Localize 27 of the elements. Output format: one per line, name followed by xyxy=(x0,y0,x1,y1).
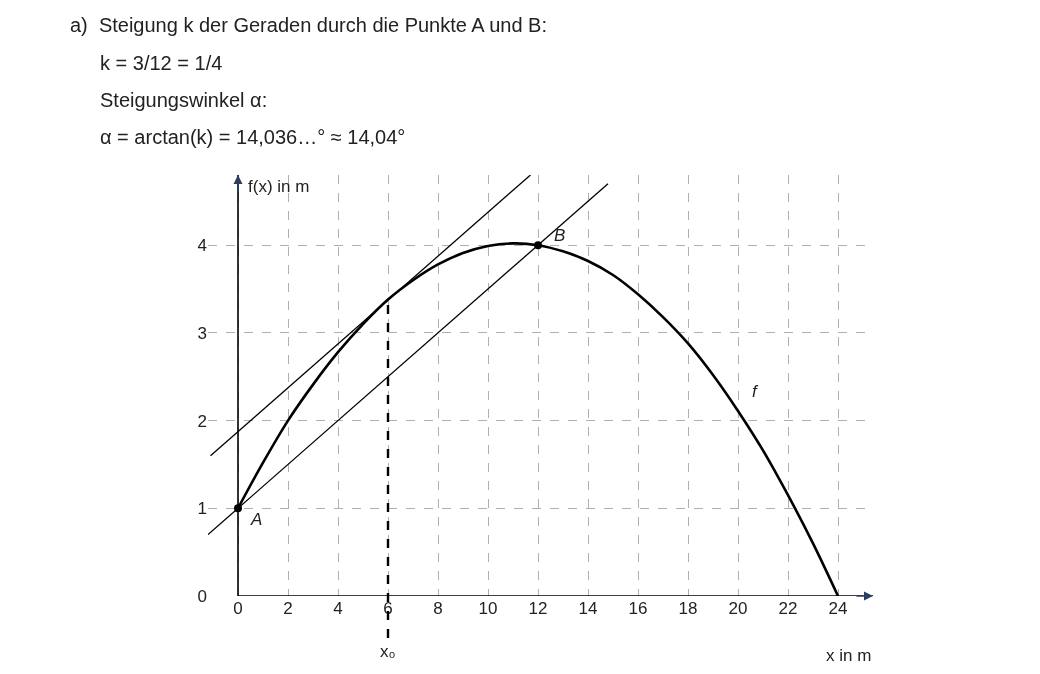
x-tick-label: 20 xyxy=(728,599,748,618)
x-tick-label: 12 xyxy=(528,599,548,618)
annotation: A xyxy=(250,510,263,529)
x-tick-label: 6 xyxy=(383,599,393,618)
text: Steigungswinkel α: xyxy=(100,89,268,111)
text: a) Steigung k der Geraden durch die Punkte A und B: xyxy=(70,14,547,36)
y-axis-title: f(x) in m xyxy=(248,177,310,196)
x-tick-label: 14 xyxy=(578,599,598,618)
y-tick-label: 1 xyxy=(197,499,207,519)
annotation: B xyxy=(554,226,566,245)
x-tick-label: 22 xyxy=(778,599,798,618)
series-label: f xyxy=(752,382,759,401)
y-tick-label: 4 xyxy=(197,236,207,256)
x-tick-label: 8 xyxy=(433,599,443,618)
y-tick-label: 2 xyxy=(197,411,207,431)
text: α = arctan(k) = 14,036…° ≈ 14,04° xyxy=(100,126,406,148)
x-axis-title: x in m xyxy=(826,646,872,665)
x-tick-label: 4 xyxy=(333,599,343,618)
x-tick-label: 0 xyxy=(233,599,243,618)
x-tick-label: 24 xyxy=(828,599,848,618)
text: k = 3/12 = 1/4 xyxy=(100,52,223,74)
x-tick-label: 18 xyxy=(678,599,698,618)
x-tick-label: 16 xyxy=(628,599,648,618)
ref-line-label: x₀ xyxy=(380,642,396,661)
y-tick-label: 3 xyxy=(197,323,207,343)
x-tick-label: 10 xyxy=(478,599,498,618)
x-tick-label: 2 xyxy=(283,599,293,618)
